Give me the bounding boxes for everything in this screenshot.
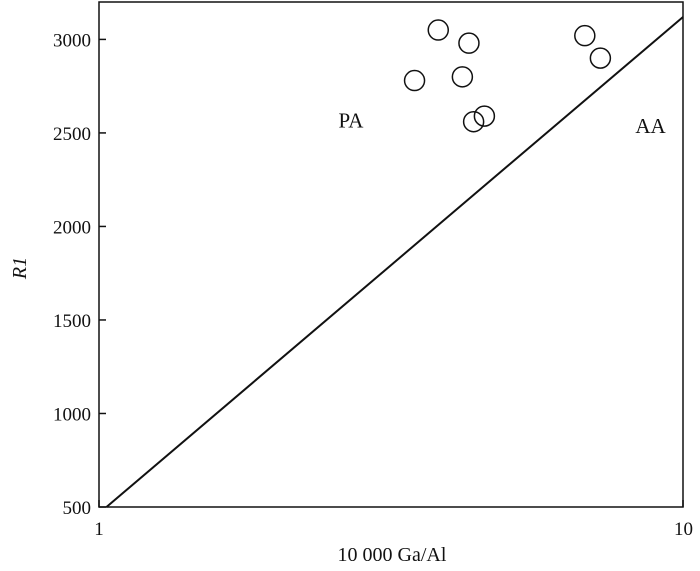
- data-points: [403, 19, 612, 133]
- y-tick-label: 500: [63, 498, 92, 519]
- axis-ticks: [98, 38, 684, 508]
- boundary-line: [105, 16, 684, 508]
- data-point: [403, 69, 426, 92]
- y-tick-label: 3000: [53, 30, 91, 51]
- data-point: [458, 32, 480, 54]
- y-tick-label: 2000: [53, 217, 91, 238]
- x-axis-label: 10 000 Ga/Al: [338, 544, 447, 566]
- region-label: AA: [635, 114, 666, 138]
- data-point: [589, 47, 612, 69]
- region-labels: PA AA: [338, 108, 666, 138]
- data-point: [462, 110, 485, 133]
- y-tick-label: 1500: [53, 311, 91, 332]
- plot-frame: [98, 1, 684, 508]
- region-label: PA: [338, 108, 364, 132]
- data-point: [473, 105, 496, 127]
- y-axis-label: R1: [9, 257, 31, 280]
- axis-tick-labels: 500 1000 1500 2000 2500 3000 1 10: [53, 30, 693, 540]
- y-tick-label: 1000: [53, 404, 91, 425]
- data-point: [574, 24, 596, 47]
- y-tick-label: 2500: [53, 124, 91, 145]
- data-point: [427, 19, 450, 41]
- x-tick-label: 10: [674, 519, 693, 540]
- data-point: [451, 66, 474, 88]
- x-tick-label: 1: [94, 519, 104, 540]
